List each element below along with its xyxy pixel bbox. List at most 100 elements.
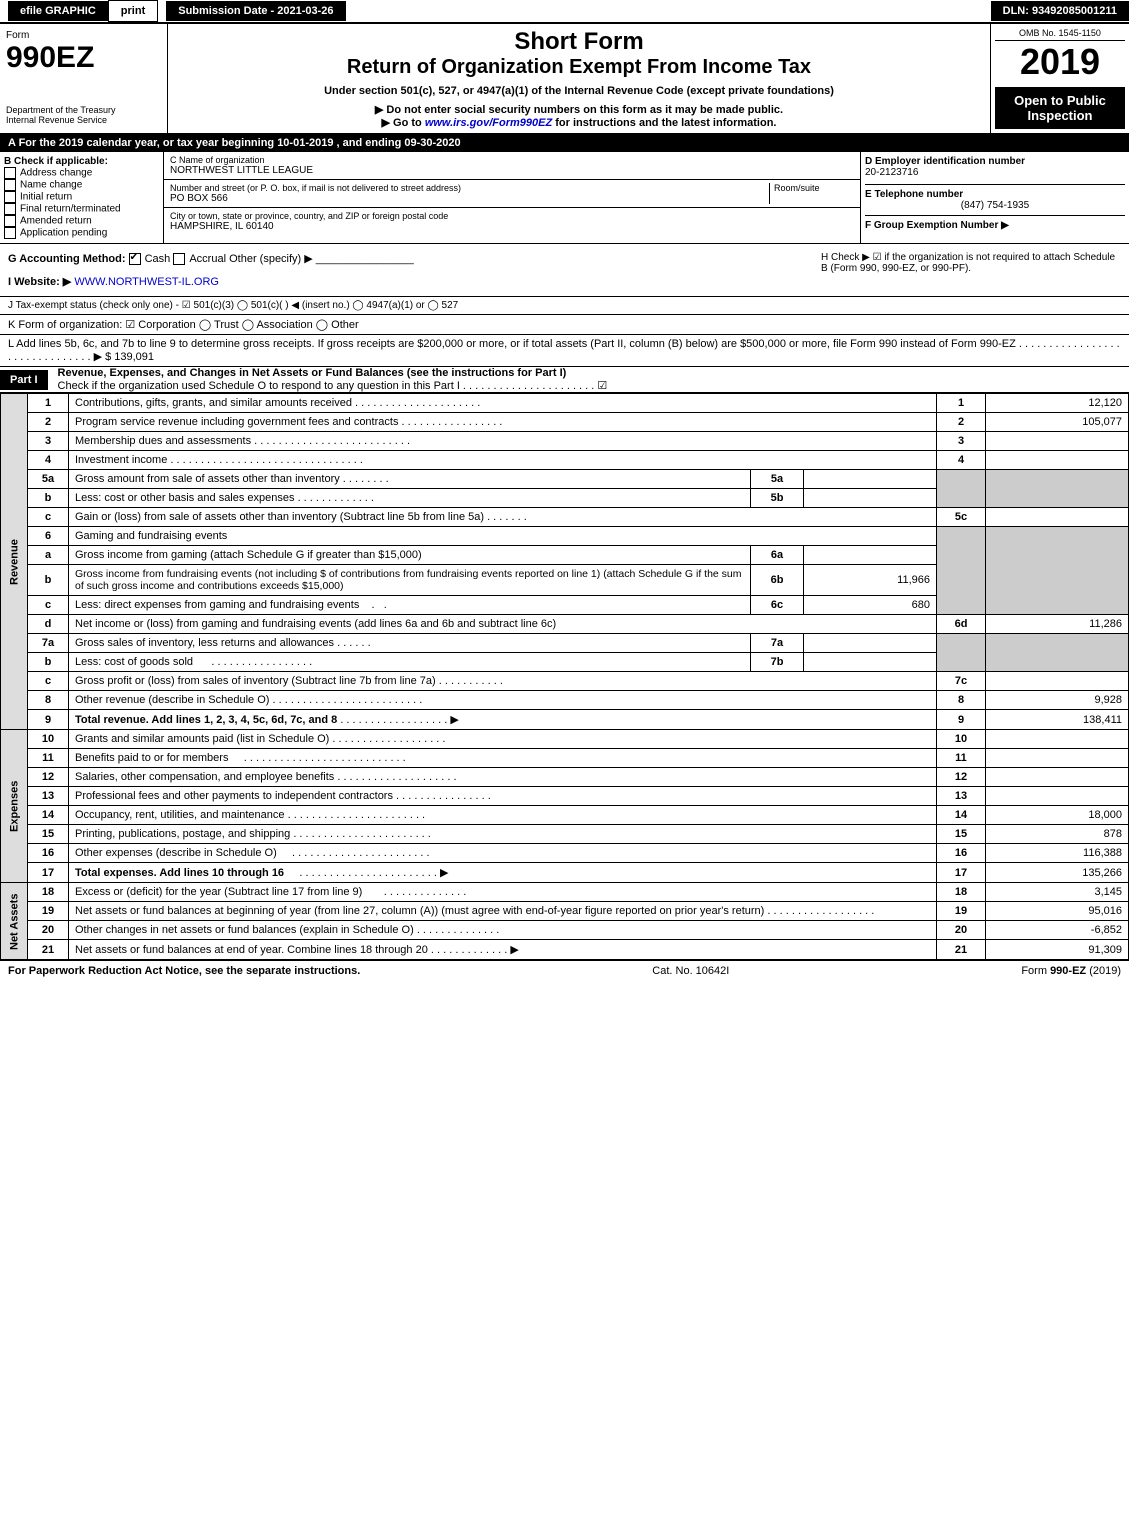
line-19-desc: Net assets or fund balances at beginning…	[75, 905, 764, 917]
box-h: H Check ▶ ☑ if the organization is not r…	[821, 252, 1121, 288]
line-10-col: 10	[937, 730, 986, 749]
line-2-num: 2	[28, 413, 69, 432]
line-4-num: 4	[28, 451, 69, 470]
line-9-col: 9	[937, 710, 986, 730]
omb-number: OMB No. 1545-1150	[995, 28, 1125, 41]
line-14-desc: Occupancy, rent, utilities, and maintena…	[75, 809, 285, 821]
org-address: PO BOX 566	[170, 193, 769, 204]
check-name-change[interactable]	[4, 179, 16, 191]
line-8-desc: Other revenue (describe in Schedule O)	[75, 694, 269, 706]
line-6b-desc: Gross income from fundraising events (no…	[69, 565, 751, 596]
line-6c-num: c	[28, 596, 69, 615]
line-6b-subcol: 6b	[751, 565, 804, 596]
line-19-col: 19	[937, 902, 986, 921]
line-2-desc: Program service revenue including govern…	[75, 416, 398, 428]
line-8-amt: 9,928	[986, 691, 1129, 710]
opt-accrual: Accrual	[189, 253, 226, 265]
page-footer: For Paperwork Reduction Act Notice, see …	[0, 960, 1129, 981]
netassets-section: Net Assets	[1, 883, 28, 960]
line-1-num: 1	[28, 394, 69, 413]
tax-period: A For the 2019 calendar year, or tax yea…	[0, 134, 1129, 152]
line-12-col: 12	[937, 768, 986, 787]
line-2-amt: 105,077	[986, 413, 1129, 432]
website-link[interactable]: WWW.NORTHWEST-IL.ORG	[74, 276, 219, 288]
line-5b-desc: Less: cost or other basis and sales expe…	[75, 492, 295, 504]
revenue-section: Revenue	[1, 394, 28, 730]
line-3-col: 3	[937, 432, 986, 451]
line-15-amt: 878	[986, 825, 1129, 844]
line-3-num: 3	[28, 432, 69, 451]
line-21-desc: Net assets or fund balances at end of ye…	[75, 944, 428, 956]
line-6a-desc: Gross income from gaming (attach Schedul…	[69, 546, 751, 565]
line-9-num: 9	[28, 710, 69, 730]
main-title: Return of Organization Exempt From Incom…	[176, 56, 982, 79]
line-14-col: 14	[937, 806, 986, 825]
line-3-amt	[986, 432, 1129, 451]
line-7a-num: 7a	[28, 634, 69, 653]
box-l: L Add lines 5b, 6c, and 7b to line 9 to …	[0, 335, 1129, 367]
accounting-method: G Accounting Method: Cash Accrual Other …	[8, 252, 821, 265]
check-initial[interactable]	[4, 191, 16, 203]
line-16-col: 16	[937, 844, 986, 863]
line-7b-subcol: 7b	[751, 653, 804, 672]
line-5c-amt	[986, 508, 1129, 527]
box-j: J Tax-exempt status (check only one) - ☑…	[0, 297, 1129, 315]
check-cash[interactable]	[129, 253, 141, 265]
box-b-label: B Check if applicable:	[4, 156, 159, 167]
line-21-num: 21	[28, 940, 69, 960]
form-number: 990EZ	[6, 41, 161, 75]
lines-table: Revenue 1 Contributions, gifts, grants, …	[0, 393, 1129, 960]
line-14-amt: 18,000	[986, 806, 1129, 825]
line-5c-col: 5c	[937, 508, 986, 527]
line-7b-subamt	[804, 653, 937, 672]
line-15-col: 15	[937, 825, 986, 844]
check-amended[interactable]	[4, 215, 16, 227]
line-4-amt	[986, 451, 1129, 470]
line-18-desc: Excess or (deficit) for the year (Subtra…	[75, 886, 362, 898]
footer-right: Form 990-EZ (2019)	[1021, 965, 1121, 977]
org-city: HAMPSHIRE, IL 60140	[170, 221, 854, 232]
check-pending[interactable]	[4, 227, 16, 239]
line-11-amt	[986, 749, 1129, 768]
dln-label: DLN: 93492085001211	[991, 1, 1129, 21]
line-7a-subcol: 7a	[751, 634, 804, 653]
line-18-amt: 3,145	[986, 883, 1129, 902]
line-6c-desc: Less: direct expenses from gaming and fu…	[75, 599, 359, 611]
line-1-col: 1	[937, 394, 986, 413]
line-20-num: 20	[28, 921, 69, 940]
line-13-amt	[986, 787, 1129, 806]
line-10-desc: Grants and similar amounts paid (list in…	[75, 733, 329, 745]
line-6-num: 6	[28, 527, 69, 546]
short-form-title: Short Form	[176, 28, 982, 56]
line-21-arrow: ▶	[510, 944, 518, 956]
print-button[interactable]: print	[108, 0, 158, 22]
line-10-amt	[986, 730, 1129, 749]
line-13-col: 13	[937, 787, 986, 806]
opt-final: Final return/terminated	[20, 204, 121, 215]
room-label: Room/suite	[774, 183, 854, 193]
line-17-col: 17	[937, 863, 986, 883]
line-17-arrow: ▶	[440, 867, 448, 879]
opt-address: Address change	[20, 168, 92, 179]
line-9-desc: Total revenue. Add lines 1, 2, 3, 4, 5c,…	[75, 714, 337, 726]
line-6d-num: d	[28, 615, 69, 634]
footer-mid: Cat. No. 10642I	[652, 965, 729, 977]
entity-info: B Check if applicable: Address change Na…	[0, 152, 1129, 244]
check-final[interactable]	[4, 203, 16, 215]
check-address-change[interactable]	[4, 167, 16, 179]
line-18-num: 18	[28, 883, 69, 902]
irs-link[interactable]: www.irs.gov/Form990EZ	[425, 117, 552, 129]
line-5b-num: b	[28, 489, 69, 508]
line-3-desc: Membership dues and assessments	[75, 435, 251, 447]
line-12-num: 12	[28, 768, 69, 787]
line-12-desc: Salaries, other compensation, and employ…	[75, 771, 334, 783]
opt-amended: Amended return	[20, 216, 92, 227]
submission-date: Submission Date - 2021-03-26	[166, 1, 345, 21]
line-7b-desc: Less: cost of goods sold	[75, 656, 193, 668]
check-accrual[interactable]	[173, 253, 185, 265]
part1-heading: Revenue, Expenses, and Changes in Net As…	[58, 367, 567, 379]
line-19-amt: 95,016	[986, 902, 1129, 921]
line-7a-desc: Gross sales of inventory, less returns a…	[75, 637, 334, 649]
phone-label: E Telephone number	[865, 189, 1125, 200]
line-11-col: 11	[937, 749, 986, 768]
